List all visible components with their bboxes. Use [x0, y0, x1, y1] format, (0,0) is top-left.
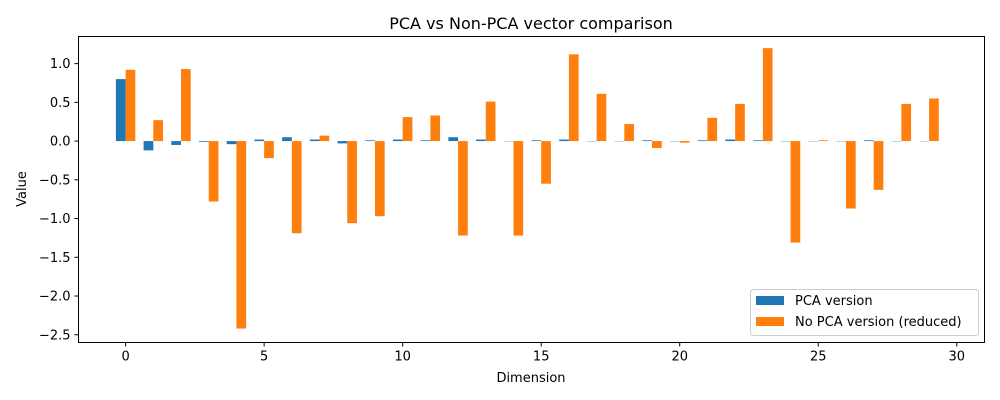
- bar-pca-1: [143, 141, 154, 151]
- bar-pca-4: [226, 141, 237, 145]
- bar-pca-7: [309, 139, 320, 142]
- legend: PCA version No PCA version (reduced): [750, 289, 979, 336]
- bar-no-pca-3: [208, 141, 219, 202]
- x-tick-label: 15: [533, 350, 550, 365]
- bar-pca-15: [531, 140, 542, 142]
- bar-pca-19: [642, 140, 653, 142]
- bar-no-pca-21: [707, 117, 718, 142]
- bar-no-pca-26: [845, 141, 856, 209]
- legend-label-pca: PCA version: [795, 294, 873, 309]
- bar-no-pca-10: [402, 117, 413, 142]
- x-tick-label: 0: [121, 350, 129, 365]
- bar-pca-5: [254, 139, 265, 142]
- bar-no-pca-24: [790, 141, 801, 243]
- bar-no-pca-9: [374, 141, 385, 217]
- bar-no-pca-29: [929, 98, 939, 142]
- bar-no-pca-27: [873, 141, 884, 190]
- x-tick-label: 30: [949, 350, 966, 365]
- bar-no-pca-13: [485, 101, 496, 142]
- bar-pca-27: [863, 140, 874, 142]
- y-tick-label: −1.0: [39, 212, 71, 227]
- y-tick-label: −0.5: [39, 173, 71, 188]
- bar-no-pca-2: [181, 69, 191, 142]
- bar-no-pca-11: [430, 115, 441, 142]
- bar-pca-9: [365, 140, 375, 142]
- bar-pca-8: [337, 141, 348, 144]
- bar-pca-0: [115, 79, 126, 142]
- y-axis-ticks: −2.5 −2.0 −1.5 −1.0 −0.5 0.0 0.5 1.0: [39, 57, 79, 343]
- bar-no-pca-23: [762, 48, 773, 142]
- bar-no-pca-4: [236, 141, 247, 329]
- bar-pca-16: [559, 139, 569, 142]
- y-tick-label: 0.5: [50, 96, 71, 111]
- y-tick-label: 0.0: [50, 135, 71, 150]
- legend-box: [750, 289, 979, 336]
- bar-no-pca-19: [652, 141, 662, 149]
- legend-swatch-pca: [756, 296, 784, 305]
- bar-no-pca-15: [541, 141, 551, 184]
- bar-no-pca-14: [513, 141, 524, 236]
- y-tick-label: 1.0: [50, 57, 71, 72]
- y-tick-label: −2.0: [39, 290, 71, 305]
- x-tick-label: 25: [810, 350, 827, 365]
- bar-no-pca-0: [125, 69, 136, 142]
- bar-no-pca-25: [818, 140, 828, 142]
- x-tick-label: 10: [394, 350, 411, 365]
- plot-frame: [78, 36, 985, 343]
- bar-no-pca-6: [291, 141, 302, 234]
- y-tick-label: −1.5: [39, 251, 71, 266]
- bar-pca-11: [420, 140, 431, 142]
- bar-no-pca-7: [319, 135, 330, 142]
- bar-no-pca-18: [624, 124, 635, 142]
- x-tick-label: 5: [260, 350, 268, 365]
- bar-pca-22: [725, 139, 736, 142]
- bar-pca-10: [392, 139, 403, 142]
- bar-no-pca-20: [679, 141, 690, 143]
- legend-swatch-no-pca: [756, 317, 784, 326]
- bar-no-pca-5: [264, 141, 274, 159]
- bar-pca-6: [282, 137, 292, 142]
- bar-no-pca-28: [901, 103, 912, 142]
- bar-no-pca-12: [458, 141, 468, 236]
- bar-no-pca-22: [735, 103, 745, 142]
- bar-pca-13: [476, 139, 486, 142]
- y-axis-label: Value: [15, 171, 30, 207]
- chart-title: PCA vs Non-PCA vector comparison: [389, 14, 673, 33]
- bar-no-pca-1: [153, 120, 164, 142]
- x-axis-ticks: 0 5 10 15 20 25 30: [121, 342, 966, 365]
- bar-pca-12: [448, 137, 459, 142]
- bar-pca-3: [199, 141, 209, 142]
- bar-pca-23: [753, 140, 763, 142]
- legend-label-no-pca: No PCA version (reduced): [795, 315, 962, 330]
- bar-no-pca-17: [596, 93, 607, 142]
- bar-no-pca-16: [568, 54, 579, 142]
- bar-pca-21: [697, 140, 708, 142]
- x-axis-label: Dimension: [496, 371, 565, 386]
- x-tick-label: 20: [671, 350, 688, 365]
- bars-layer: [115, 48, 939, 329]
- bar-pca-2: [171, 141, 182, 145]
- bar-no-pca-8: [347, 141, 357, 224]
- y-tick-label: −2.5: [39, 328, 71, 343]
